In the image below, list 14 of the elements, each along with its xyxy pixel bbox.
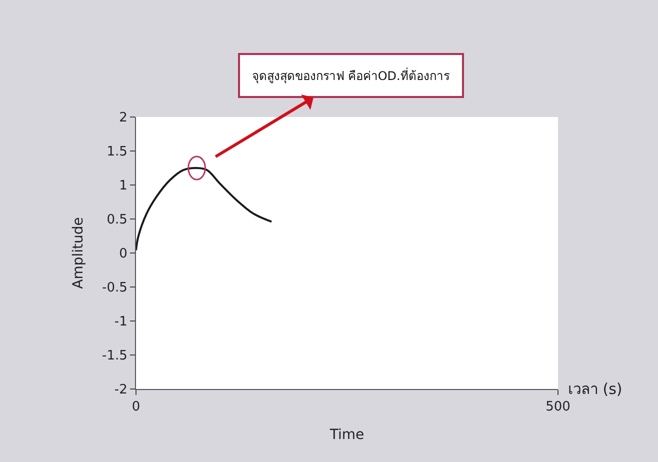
y-tick-label: -1.5 <box>102 348 128 364</box>
y-tick-label: -1 <box>114 314 128 330</box>
y-tick-label: 1.5 <box>106 144 128 160</box>
x-axis-title: Time <box>328 426 364 443</box>
y-tick-label: 0 <box>119 246 128 262</box>
y-axis-title: Amplitude <box>70 217 87 289</box>
y-tick-label: -2 <box>114 382 128 398</box>
y-tick-label: 2 <box>119 110 128 126</box>
annotation: จุดสูงสุดของกราฟ คือค่าOD.ที่ต้องการ <box>252 67 450 84</box>
y-tick-label: 1 <box>119 178 128 194</box>
x-tick-label: 500 <box>546 400 570 415</box>
y-tick-label: -0.5 <box>102 280 128 296</box>
text: เวลา (s) <box>568 380 622 398</box>
y-tick-label: 0.5 <box>106 212 128 228</box>
